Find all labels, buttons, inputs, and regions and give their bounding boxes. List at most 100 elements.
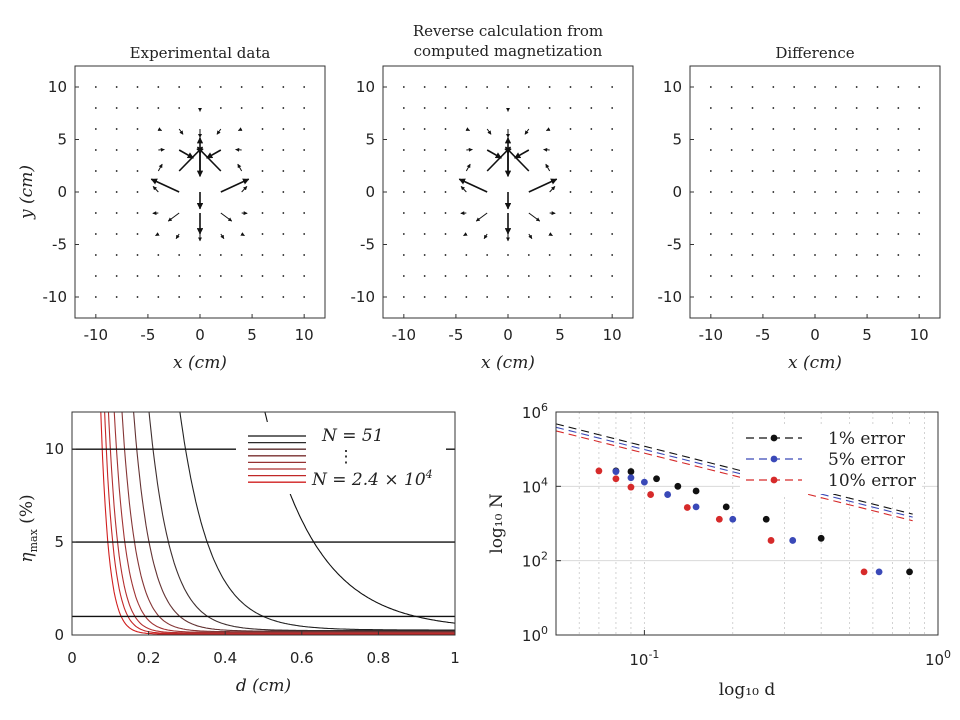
vector-arrow bbox=[465, 107, 468, 109]
vector-arrow bbox=[94, 149, 97, 151]
vector-arrow bbox=[569, 107, 572, 109]
vector-arrow bbox=[569, 149, 572, 151]
vector-arrow bbox=[94, 296, 97, 298]
x-tick-label: 0.8 bbox=[366, 649, 390, 667]
legend-marker bbox=[770, 455, 778, 463]
vector-arrow bbox=[94, 233, 97, 235]
vector-arrow bbox=[486, 296, 489, 298]
y-tick-label: -10 bbox=[43, 288, 68, 306]
vector-arrow bbox=[150, 178, 180, 193]
chart-title-line: Reverse calculation from bbox=[413, 22, 603, 40]
vector-arrow bbox=[611, 170, 614, 172]
vector-arrow bbox=[524, 128, 530, 135]
vector-arrow bbox=[402, 170, 405, 172]
vector-arrow bbox=[730, 86, 733, 88]
vector-arrow bbox=[402, 107, 405, 109]
vector-arrow bbox=[751, 212, 754, 214]
vector-arrow bbox=[546, 127, 551, 132]
vector-arrow bbox=[751, 86, 754, 88]
vector-arrow bbox=[175, 233, 180, 240]
vector-arrow bbox=[709, 275, 712, 277]
vector-arrow bbox=[590, 149, 593, 151]
vector-arrow bbox=[772, 275, 775, 277]
y-axis-label: ηmax (%) bbox=[17, 494, 40, 562]
vector-arrow bbox=[157, 107, 160, 109]
x-tick-label: 0 bbox=[67, 649, 77, 667]
vector-arrow bbox=[855, 149, 858, 151]
vector-arrow bbox=[115, 233, 118, 235]
vector-arrow bbox=[157, 254, 160, 256]
vector-arrow bbox=[611, 191, 614, 193]
vector-arrow bbox=[115, 128, 118, 130]
vector-arrow bbox=[751, 296, 754, 298]
vector-arrow bbox=[855, 191, 858, 193]
y-tick-label: 5 bbox=[57, 131, 67, 149]
vector-arrow bbox=[303, 212, 306, 214]
vector-arrow bbox=[897, 128, 900, 130]
vector-arrow bbox=[876, 86, 879, 88]
y-tick-label: 10 bbox=[663, 78, 682, 96]
vector-arrow bbox=[611, 149, 614, 151]
vector-arrow bbox=[855, 86, 858, 88]
vector-arrow bbox=[549, 186, 556, 193]
vector-arrow bbox=[303, 233, 306, 235]
vector-arrow bbox=[178, 128, 184, 135]
vector-arrow bbox=[793, 191, 796, 193]
vector-arrow bbox=[751, 275, 754, 277]
x-tick-label: -5 bbox=[140, 326, 155, 344]
vector-arrow bbox=[834, 107, 837, 109]
vector-arrow bbox=[918, 86, 921, 88]
vector-arrow bbox=[814, 107, 816, 109]
vector-arrow bbox=[548, 296, 551, 298]
x-tick-label: 10 bbox=[603, 326, 622, 344]
y-axis-label: y (cm) bbox=[17, 165, 37, 220]
vector-arrow bbox=[261, 191, 264, 193]
x-tick-label: 0 bbox=[195, 326, 205, 344]
vector-arrow bbox=[793, 275, 796, 277]
data-point bbox=[906, 568, 913, 576]
vector-arrow bbox=[918, 128, 921, 130]
vector-arrow bbox=[444, 191, 447, 193]
vector-arrow bbox=[918, 149, 921, 151]
vector-arrow bbox=[876, 149, 879, 151]
vector-arrow bbox=[94, 191, 97, 193]
quiver-panel-2: Reverse calculation from computed magneti… bbox=[351, 22, 634, 373]
vector-arrow bbox=[303, 254, 306, 256]
vector-arrow bbox=[444, 170, 447, 172]
vector-arrow bbox=[855, 296, 858, 298]
vector-arrow bbox=[402, 254, 405, 256]
y-tick-label: 10 bbox=[45, 440, 64, 458]
vector-arrow bbox=[590, 212, 593, 214]
vector-arrow bbox=[548, 275, 551, 277]
vector-arrow bbox=[237, 163, 243, 172]
legend-background bbox=[740, 424, 922, 494]
vector-arrow bbox=[514, 149, 530, 159]
vector-arrow bbox=[206, 149, 222, 159]
vector-arrow bbox=[876, 170, 879, 172]
vector-arrow bbox=[483, 233, 488, 240]
vector-arrow bbox=[855, 107, 858, 109]
vector-arrow bbox=[793, 233, 796, 235]
vector-arrow bbox=[444, 212, 447, 214]
vector-arrow bbox=[115, 86, 118, 88]
x-tick-label: 0.4 bbox=[213, 649, 237, 667]
vector-arrow bbox=[261, 170, 264, 172]
vector-arrow bbox=[772, 233, 775, 235]
vector-arrow bbox=[115, 254, 118, 256]
vector-arrow bbox=[814, 128, 816, 130]
vector-arrow bbox=[548, 107, 551, 109]
vector-arrow bbox=[918, 212, 921, 214]
vector-arrow bbox=[465, 163, 471, 172]
vector-arrow bbox=[793, 170, 796, 172]
y-tick-label: 0 bbox=[57, 183, 67, 201]
vector-arrow bbox=[282, 212, 285, 214]
vector-arrow bbox=[136, 296, 139, 298]
vector-arrow bbox=[444, 107, 447, 109]
vector-arrow bbox=[136, 149, 139, 151]
vector-arrow bbox=[876, 296, 879, 298]
vector-arrow bbox=[199, 86, 201, 88]
data-point bbox=[647, 491, 655, 498]
vector-arrow bbox=[590, 254, 593, 256]
